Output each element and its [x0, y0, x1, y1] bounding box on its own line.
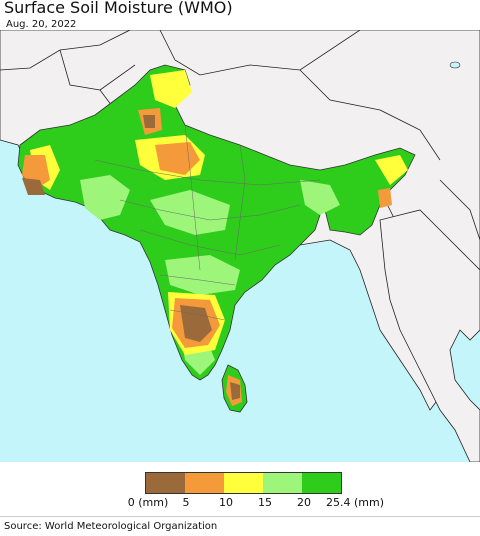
map-title: Surface Soil Moisture (WMO): [4, 0, 233, 17]
footer-divider: [0, 516, 480, 517]
legend-tick-0: 0 (mm): [127, 496, 169, 509]
map-date: Aug. 20, 2022: [6, 19, 77, 30]
patch-brown-karnataka: [180, 305, 212, 342]
patch-brown-pakistan: [143, 115, 155, 128]
soil-moisture-map: [0, 30, 480, 462]
color-legend: [145, 472, 342, 494]
lake: [449, 61, 461, 69]
source-credit: Source: World Meteorological Organizatio…: [4, 521, 218, 532]
patch-orange-punjab: [155, 142, 200, 175]
patch-light-green-deccan: [165, 255, 240, 295]
patch-light-green-west: [80, 175, 130, 220]
legend-tick-25: 25.4 (mm): [325, 496, 385, 509]
legend-tick-labels: 0 (mm) 5 10 15 20 25.4 (mm): [0, 496, 480, 510]
patch-yellow-kashmir: [150, 70, 192, 108]
legend-swatch-5-10: [185, 473, 224, 493]
patch-light-green-east: [300, 180, 340, 215]
patch-yellow-northeast: [375, 155, 408, 185]
internal-borders: [94, 124, 321, 321]
patch-brown-sri-lanka: [230, 382, 240, 400]
patch-orange-northeast: [378, 188, 392, 208]
southeast-asia-land: [379, 209, 480, 462]
legend-tick-5: 5: [182, 496, 190, 509]
legend-swatch-0-5: [146, 473, 185, 493]
legend-swatch-15-20: [263, 473, 302, 493]
legend-tick-10: 10: [219, 496, 233, 509]
legend-swatch-10-15: [224, 473, 263, 493]
legend-tick-15: 15: [258, 496, 272, 509]
patch-light-green-central: [150, 190, 230, 235]
patch-brown-west-coast: [22, 178, 45, 195]
legend-bar: [145, 472, 342, 494]
legend-tick-20: 20: [297, 496, 311, 509]
legend-swatch-20-25: [302, 473, 341, 493]
border-lines: [0, 30, 480, 321]
